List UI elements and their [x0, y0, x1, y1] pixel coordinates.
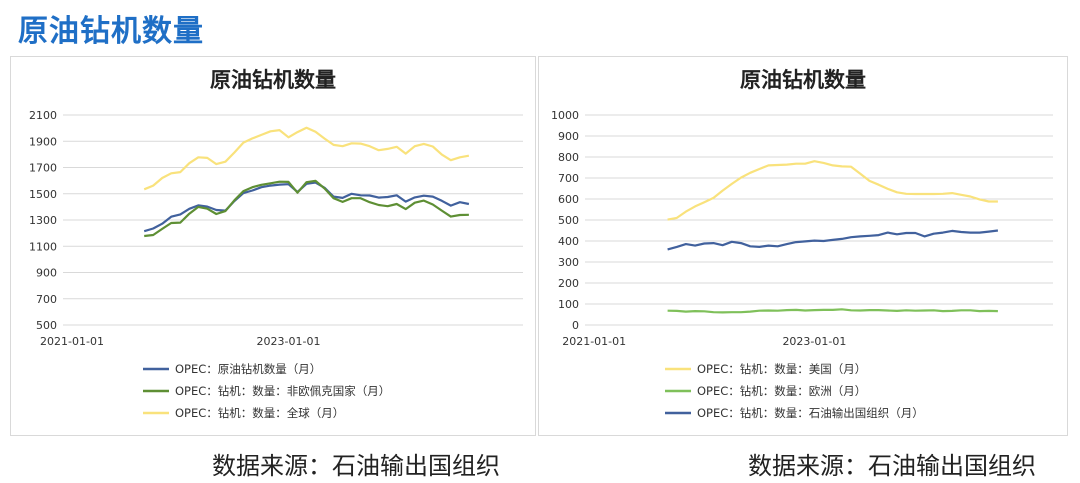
y-tick-label: 600 [558, 193, 579, 206]
chart-title: 原油钻机数量 [210, 68, 336, 92]
chart-panel-right: 原油钻机数量 0 100 200 300 400 500 600 700 800 900 1000 20… [538, 56, 1068, 436]
series-line [143, 126, 470, 191]
y-tick-label: 500 [558, 214, 579, 227]
y-tick-label: 300 [558, 256, 579, 269]
series-line [144, 179, 469, 238]
chart-right: 原油钻机数量 0 100 200 300 400 500 600 700 800 900 1000 20… [551, 68, 1053, 420]
chart-title: 原油钻机数量 [740, 68, 866, 92]
series-line [143, 181, 470, 233]
legend-label: OPEC：钻机：数量：欧洲（月） [697, 384, 866, 398]
source-note-left: 数据来源：石油输出国组织 [212, 452, 500, 480]
series-line [667, 229, 999, 251]
page-title: 原油钻机数量 [18, 14, 204, 49]
legend-label: OPEC：原油钻机数量（月） [175, 362, 321, 376]
y-tick-label: 900 [558, 130, 579, 143]
legend-label: OPEC：钻机：数量：美国（月） [697, 362, 866, 376]
y-tick-label: 700 [558, 172, 579, 185]
y-tick-label: 1500 [29, 188, 57, 201]
chart-left: 原油钻机数量 500 700 900 1100 1300 1500 1700 1900 2100 2… [29, 68, 523, 420]
legend-label: OPEC：钻机：数量：全球（月） [175, 406, 344, 420]
series-line [667, 308, 998, 314]
legend-label: OPEC：钻机：数量：石油输出国组织（月） [697, 406, 924, 420]
y-tick-label: 0 [572, 319, 579, 332]
y-tick-label: 2100 [29, 109, 57, 122]
y-tick-label: 800 [558, 151, 579, 164]
y-tick-label: 900 [36, 267, 57, 280]
x-tick-label: 2023-01-01 [782, 335, 846, 348]
y-tick-label: 700 [36, 293, 57, 306]
y-tick-label: 1900 [29, 135, 57, 148]
y-tick-label: 200 [558, 277, 579, 290]
y-tick-label: 1000 [551, 109, 579, 122]
y-tick-label: 1300 [29, 214, 57, 227]
y-tick-label: 500 [36, 319, 57, 332]
legend-label: OPEC：钻机：数量：非欧佩克国家（月） [175, 384, 390, 398]
chart-panel-left: 原油钻机数量 500 700 900 1100 1300 1500 1700 1900 2100 2… [10, 56, 536, 436]
y-tick-label: 1700 [29, 162, 57, 175]
y-tick-label: 1100 [29, 240, 57, 253]
x-tick-label: 2023-01-01 [257, 335, 321, 348]
x-tick-label: 2021-01-01 [562, 335, 626, 348]
x-tick-label: 2021-01-01 [40, 335, 104, 348]
y-tick-label: 400 [558, 235, 579, 248]
series-line [667, 160, 998, 221]
y-tick-label: 100 [558, 298, 579, 311]
source-note-right: 数据来源：石油输出国组织 [748, 452, 1036, 480]
